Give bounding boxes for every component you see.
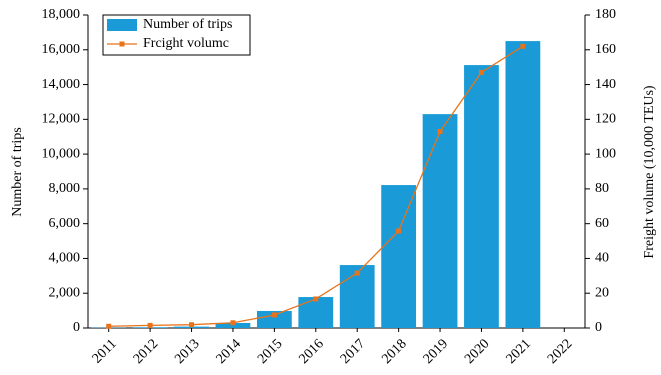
bar <box>256 310 292 328</box>
x-tick-label: 2014 <box>214 336 244 366</box>
y-tick-label: 16,000 <box>42 42 81 57</box>
bar <box>381 185 417 328</box>
line-marker <box>189 322 195 328</box>
y-tick-label: 14,000 <box>42 77 81 92</box>
line-marker <box>396 228 402 234</box>
y2-tick-label: 180 <box>595 7 616 22</box>
y2-tick-label: 80 <box>595 181 609 196</box>
line <box>108 45 524 327</box>
line-marker <box>437 129 443 135</box>
y-tick-label: 10,000 <box>42 146 81 161</box>
line-marker <box>354 270 360 276</box>
y-tick-label: 8,000 <box>49 181 81 196</box>
y2-tick-label: 140 <box>595 77 616 92</box>
line-marker <box>520 43 526 49</box>
y2-tick-label: 0 <box>595 320 602 335</box>
bar <box>464 65 499 328</box>
legend-swatch <box>107 19 137 31</box>
bar <box>174 326 209 328</box>
y2-tick-label: 60 <box>595 216 609 231</box>
y-axis-label: Number of trips <box>10 127 25 216</box>
line-marker <box>230 320 236 326</box>
x-tick-label: 2019 <box>421 336 451 366</box>
y2-tick-label: 120 <box>595 112 616 127</box>
y-tick-label: 4,000 <box>49 251 81 266</box>
x-tick-label: 2018 <box>379 336 409 366</box>
line-marker <box>478 69 484 75</box>
bar <box>298 297 334 328</box>
y2-tick-label: 100 <box>595 146 616 161</box>
x-tick-label: 2022 <box>545 336 575 366</box>
y-tick-label: 6,000 <box>49 216 81 231</box>
x-tick-label: 2015 <box>255 336 285 366</box>
bar <box>215 322 251 328</box>
y2-axis-label: Freight volume (10,000 TEUs) <box>642 85 657 259</box>
x-tick-label: 2011 <box>90 336 120 366</box>
legend-marker <box>119 41 125 47</box>
legend-label: Number of trips <box>143 17 232 32</box>
y2-tick-label: 160 <box>595 42 616 57</box>
line-marker <box>313 296 319 302</box>
x-tick-label: 2013 <box>172 336 202 366</box>
y-tick-label: 0 <box>73 320 80 335</box>
y-tick-label: 2,000 <box>49 285 81 300</box>
line-marker <box>106 323 112 329</box>
y-tick-label: 12,000 <box>42 112 81 127</box>
y-tick-label: 18,000 <box>42 7 81 22</box>
line-marker <box>271 312 277 318</box>
x-tick-label: 2016 <box>296 336 326 366</box>
x-tick-label: 2017 <box>338 336 368 366</box>
x-tick-label: 2020 <box>462 336 492 366</box>
y2-tick-label: 20 <box>595 285 609 300</box>
line-marker <box>147 322 153 328</box>
bar <box>422 114 458 328</box>
y2-tick-label: 40 <box>595 251 609 266</box>
x-tick-label: 2021 <box>504 336 534 366</box>
bar <box>505 41 541 328</box>
x-tick-label: 2012 <box>131 336 161 366</box>
legend-label: Frcight volumc <box>143 36 229 51</box>
